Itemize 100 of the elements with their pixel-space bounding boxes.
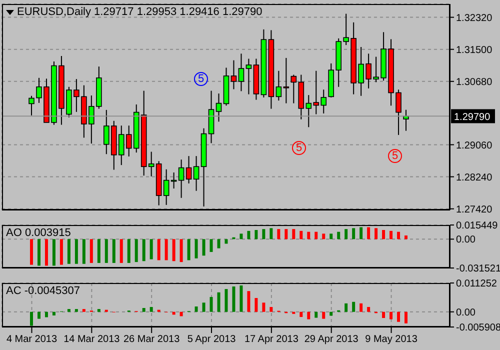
bar xyxy=(262,229,266,240)
bar xyxy=(82,309,86,312)
bar xyxy=(52,312,56,316)
bar xyxy=(44,239,48,266)
bar xyxy=(127,239,130,263)
bar xyxy=(172,239,176,262)
candlestick xyxy=(238,53,244,92)
y-tick-label: 1.31500 xyxy=(456,44,493,56)
bar xyxy=(74,239,78,264)
bar xyxy=(390,230,393,240)
bar xyxy=(254,298,258,312)
bar xyxy=(307,232,310,240)
bar xyxy=(314,312,318,318)
bar xyxy=(134,239,138,262)
bar xyxy=(210,239,213,252)
bar xyxy=(74,309,78,312)
x-tick-label: 17 Apr 2013 xyxy=(244,334,299,346)
bar xyxy=(240,234,243,240)
ref-line-label: 1.29790 xyxy=(454,112,491,124)
x-tick-label: 26 Mar 2013 xyxy=(124,334,180,346)
candlestick xyxy=(193,156,200,192)
annotation: 5 xyxy=(388,149,402,163)
bar xyxy=(90,239,93,263)
bar xyxy=(142,308,146,312)
bar xyxy=(374,228,378,240)
bar xyxy=(344,303,348,312)
bar xyxy=(300,230,303,240)
x-tick-label: 9 May 2013 xyxy=(365,334,418,346)
candlestick xyxy=(163,168,170,206)
bar xyxy=(224,239,228,244)
bar xyxy=(187,239,190,260)
bar xyxy=(404,312,408,324)
candlestick xyxy=(276,70,282,102)
bar xyxy=(44,312,48,318)
bar xyxy=(104,239,108,263)
bar xyxy=(360,303,363,312)
x-tick-label: 5 Apr 2013 xyxy=(187,334,236,346)
y-tick-label: 0.011252 xyxy=(456,278,498,290)
bar xyxy=(382,312,386,318)
bar xyxy=(202,302,206,312)
y-tick-label: 1.30680 xyxy=(456,76,493,88)
bar xyxy=(314,232,318,240)
bar xyxy=(360,227,363,240)
bar xyxy=(367,306,370,312)
y-tick-label: 1.28240 xyxy=(456,172,493,184)
candlestick xyxy=(283,57,290,104)
bar xyxy=(97,309,100,312)
bar xyxy=(247,291,250,312)
y-tick-label: 1.32320 xyxy=(456,12,493,24)
y-tick-label: 0.00 xyxy=(456,307,476,318)
bar xyxy=(390,312,393,320)
x-tick-label: 4 Mar 2013 xyxy=(6,334,58,346)
bar xyxy=(262,302,266,312)
annotation: 5 xyxy=(292,141,306,155)
bar xyxy=(292,229,296,240)
bar xyxy=(224,289,228,312)
bar xyxy=(270,228,273,240)
candlestick xyxy=(186,156,192,184)
bar xyxy=(382,230,386,240)
x-tick-label: 14 Mar 2013 xyxy=(64,334,120,346)
y-tick-label: 0.015449 xyxy=(456,220,498,232)
bar xyxy=(30,312,33,326)
annotation: 5 xyxy=(194,72,208,86)
bar xyxy=(337,232,340,240)
bar xyxy=(352,302,356,312)
bar xyxy=(217,239,220,248)
bar xyxy=(367,227,370,240)
bar xyxy=(180,312,183,316)
bar xyxy=(322,234,326,240)
bar xyxy=(210,296,213,312)
bar xyxy=(202,239,206,256)
bar xyxy=(344,229,348,240)
bar xyxy=(164,239,168,260)
bar xyxy=(397,232,400,240)
bar xyxy=(397,312,400,322)
bar xyxy=(322,312,326,319)
bar xyxy=(284,229,288,240)
y-tick-label: 0.00 xyxy=(456,234,476,246)
bar xyxy=(232,286,236,312)
bar xyxy=(142,239,146,262)
bar xyxy=(330,312,333,316)
chart-title: AC -0.0045307 xyxy=(6,285,80,297)
bar xyxy=(240,285,243,312)
bar xyxy=(67,239,70,264)
chart-title: EURUSD,Daily 1.29717 1.29953 1.29416 1.29790 xyxy=(17,6,262,18)
candlestick xyxy=(246,58,252,95)
bar xyxy=(194,239,198,258)
bar xyxy=(52,239,56,266)
x-tick-label: 29 Apr 2013 xyxy=(304,334,359,346)
bar xyxy=(150,306,153,312)
bar xyxy=(300,312,303,317)
bar xyxy=(37,239,40,266)
bar xyxy=(194,306,198,312)
bar xyxy=(150,239,153,260)
bar xyxy=(247,230,250,240)
bar xyxy=(60,239,63,265)
bar xyxy=(270,306,273,312)
bar xyxy=(180,239,183,262)
bar xyxy=(82,239,86,264)
bar xyxy=(330,234,333,240)
